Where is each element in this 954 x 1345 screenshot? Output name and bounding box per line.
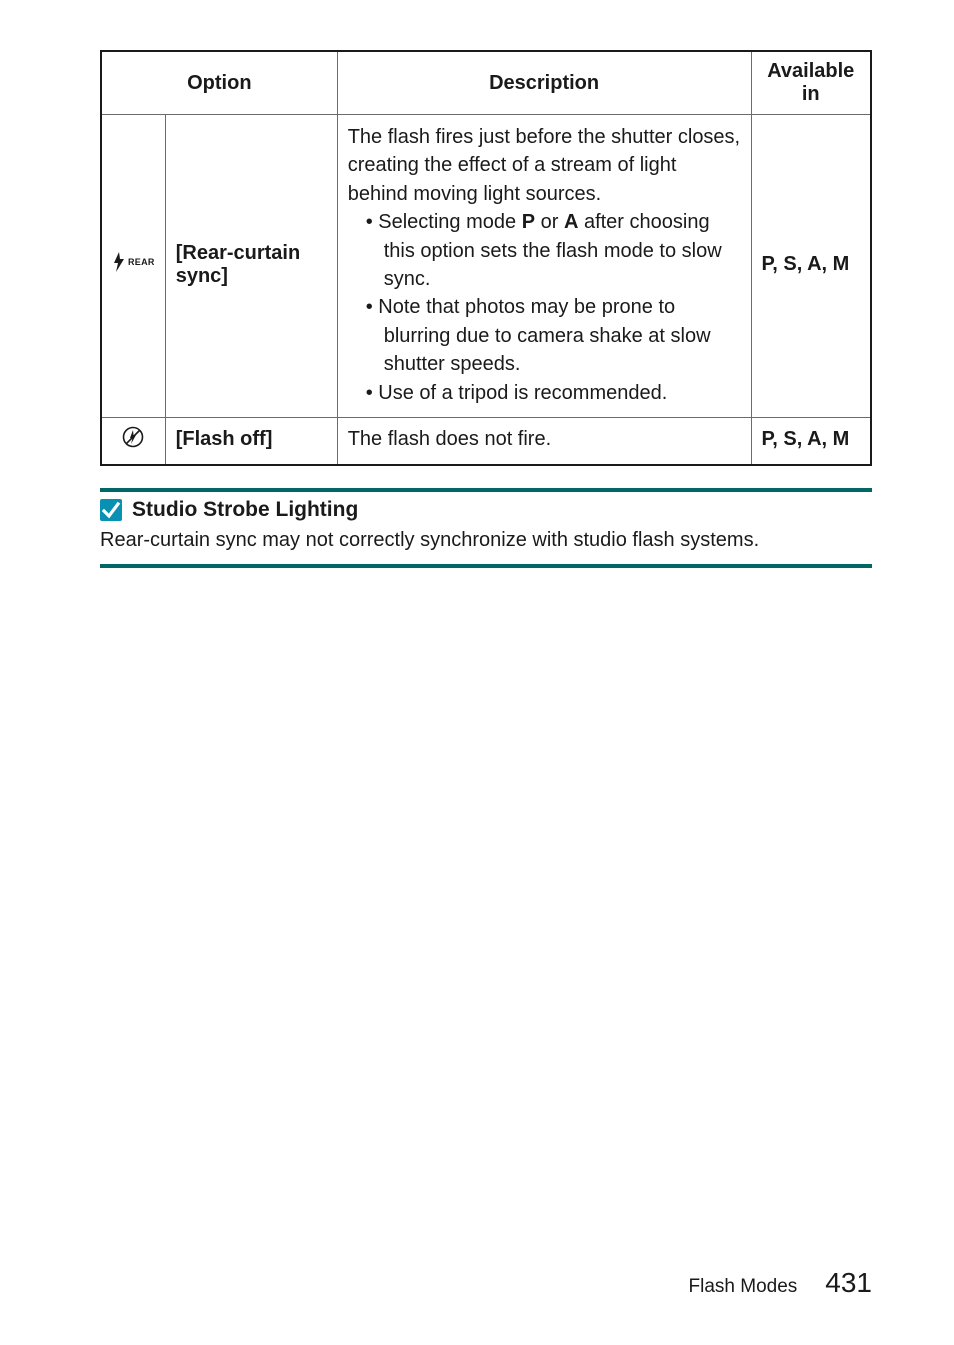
cell-description: The flash does not fire. (337, 417, 751, 465)
cell-available: P, S, A, M (751, 417, 871, 465)
cell-icon (101, 417, 165, 465)
flash-rear-icon: REAR (112, 252, 155, 272)
check-icon (100, 499, 122, 521)
desc-bullet: • Use of a tripod is recommended. (348, 379, 741, 407)
flash-off-icon (122, 431, 144, 453)
desc-bullet: • Selecting mode P or A after choosing t… (348, 208, 741, 293)
table-row: [Flash off] The flash does not fire. P, … (101, 417, 871, 465)
callout-body: Rear-curtain sync may not correctly sync… (100, 526, 872, 554)
desc-bullet: • Note that photos may be prone to blurr… (348, 293, 741, 378)
th-description: Description (337, 51, 751, 115)
footer-section: Flash Modes (689, 1276, 798, 1298)
callout-title: Studio Strobe Lighting (100, 498, 872, 526)
options-table: Option Description Available in REAR [Re… (100, 50, 872, 466)
cell-option: [Flash off] (165, 417, 337, 465)
table-row: REAR [Rear-curtain sync] The flash fires… (101, 115, 871, 418)
cell-available: P, S, A, M (751, 115, 871, 418)
page-footer: Flash Modes 431 (689, 1267, 873, 1299)
cell-icon: REAR (101, 115, 165, 418)
desc-text: The flash fires just before the shutter … (348, 126, 740, 205)
cell-option: [Rear-curtain sync] (165, 115, 337, 418)
footer-page-number: 431 (825, 1267, 872, 1299)
th-available: Available in (751, 51, 871, 115)
callout-box: Studio Strobe Lighting Rear-curtain sync… (100, 488, 872, 568)
th-option: Option (101, 51, 337, 115)
cell-description: The flash fires just before the shutter … (337, 115, 751, 418)
